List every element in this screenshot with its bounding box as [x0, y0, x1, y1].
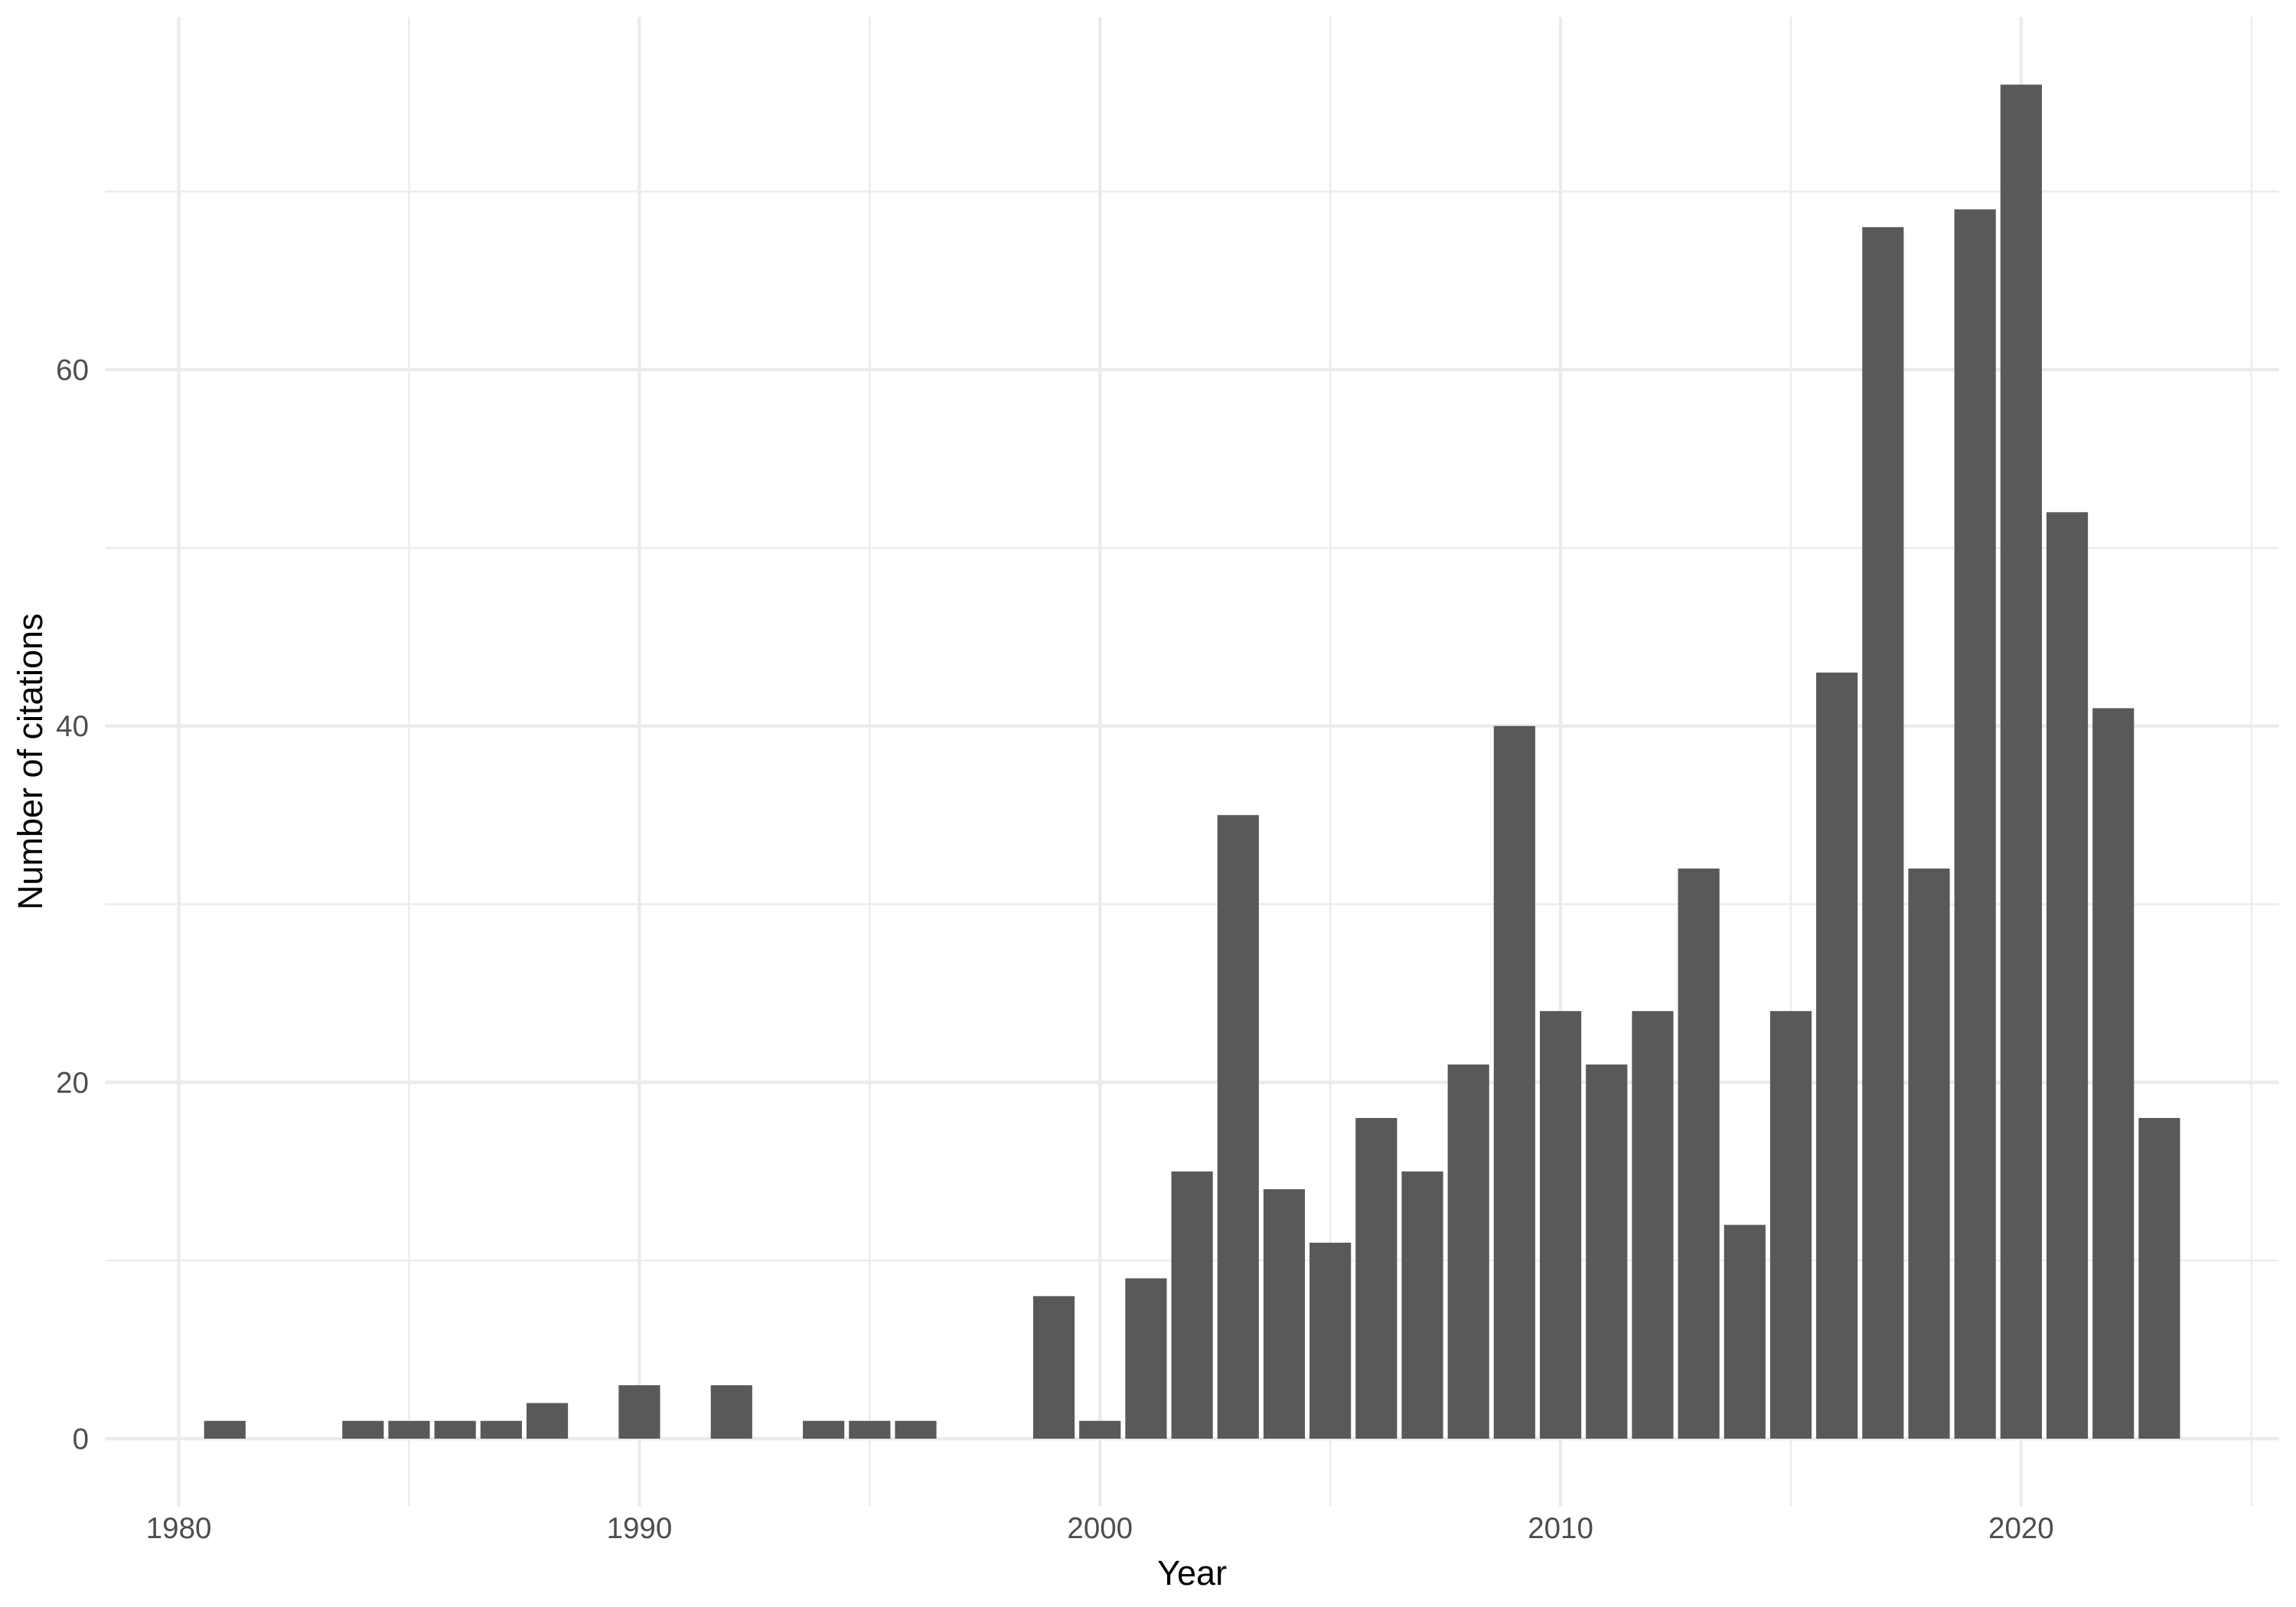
x-tick-label-1980: 1980: [146, 1512, 212, 1545]
bar-2023: [2138, 1117, 2180, 1439]
bar-2018: [1908, 868, 1950, 1439]
bar-2014: [1724, 1224, 1766, 1439]
bar-2020: [2000, 84, 2042, 1439]
bar-1994: [803, 1420, 845, 1439]
bar-1987: [480, 1420, 522, 1439]
bar-2022: [2092, 708, 2135, 1439]
bar-2016: [1816, 672, 1858, 1439]
x-tick-label-2000: 2000: [1067, 1512, 1133, 1545]
x-tick-label-2010: 2010: [1528, 1512, 1593, 1545]
bar-2003: [1217, 815, 1259, 1439]
bars-layer: [204, 84, 2180, 1439]
bar-1990: [618, 1385, 660, 1439]
bar-1986: [434, 1420, 476, 1439]
bar-2002: [1171, 1171, 1213, 1439]
bar-1999: [1032, 1296, 1075, 1439]
x-axis-tick-labels: 1980 1990 2000 2010 2020: [146, 1512, 2054, 1545]
bar-2012: [1632, 1011, 1674, 1439]
bar-2015: [1769, 1011, 1812, 1439]
bar-2013: [1678, 868, 1720, 1439]
y-tick-label-20: 20: [56, 1067, 89, 1100]
bar-2019: [1954, 209, 1996, 1439]
bar-2017: [1862, 227, 1904, 1439]
bar-1988: [526, 1403, 569, 1439]
bar-2009: [1493, 725, 1535, 1439]
y-axis-title: Number of citations: [11, 613, 50, 910]
bar-2005: [1309, 1242, 1352, 1439]
grid-minor-layer: [105, 17, 2279, 1507]
y-axis-tick-labels: 0 20 40 60: [56, 354, 89, 1455]
bar-2007: [1401, 1171, 1443, 1439]
bar-1995: [849, 1420, 891, 1439]
y-tick-label-0: 0: [73, 1423, 89, 1455]
bar-1981: [204, 1420, 246, 1439]
x-tick-label-2020: 2020: [1988, 1512, 2054, 1545]
bar-1992: [710, 1385, 752, 1439]
bar-1996: [895, 1420, 937, 1439]
bar-2000: [1079, 1420, 1121, 1439]
bar-2010: [1539, 1011, 1582, 1439]
bar-2006: [1355, 1117, 1397, 1439]
bar-1984: [342, 1420, 384, 1439]
bar-2004: [1263, 1189, 1306, 1439]
y-tick-label-60: 60: [56, 354, 89, 386]
bar-1985: [388, 1420, 430, 1439]
bar-2021: [2046, 512, 2089, 1439]
bar-2001: [1125, 1278, 1167, 1439]
bar-2011: [1586, 1064, 1628, 1439]
x-axis-title: Year: [1157, 1553, 1227, 1592]
y-tick-label-40: 40: [56, 710, 89, 743]
x-tick-label-1990: 1990: [607, 1512, 673, 1545]
bar-2008: [1447, 1064, 1489, 1439]
